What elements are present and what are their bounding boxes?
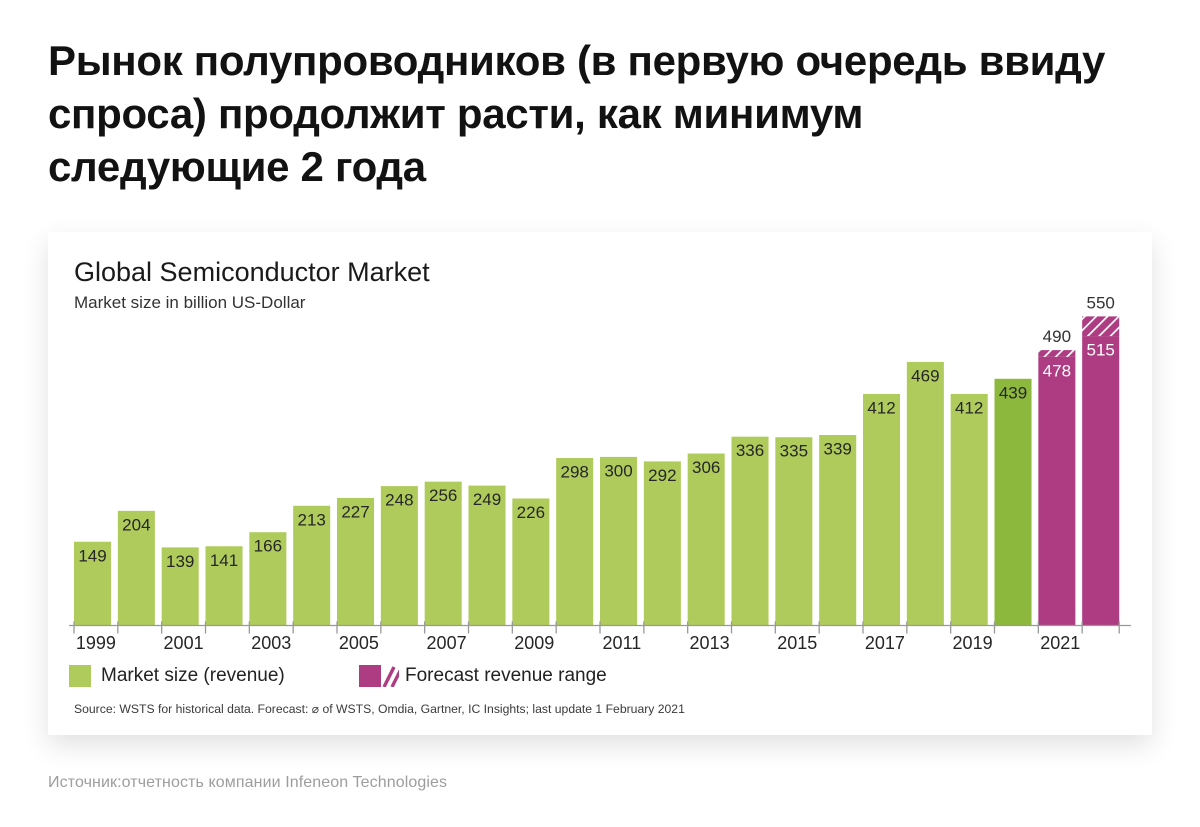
svg-text:2011: 2011 [603,633,642,653]
svg-text:2019: 2019 [953,633,993,653]
svg-text:249: 249 [473,490,501,509]
svg-text:248: 248 [385,491,413,510]
svg-text:1999: 1999 [76,633,116,653]
svg-text:439: 439 [999,383,1027,402]
svg-text:139: 139 [166,552,194,571]
svg-text:478: 478 [1043,361,1071,380]
svg-text:2009: 2009 [514,633,554,653]
svg-text:469: 469 [911,366,939,385]
svg-text:2015: 2015 [777,633,817,653]
svg-text:292: 292 [648,466,676,485]
svg-text:490: 490 [1043,327,1071,346]
svg-text:2013: 2013 [690,633,730,653]
svg-text:335: 335 [780,442,808,461]
svg-text:2017: 2017 [865,633,905,653]
svg-text:2007: 2007 [427,633,467,653]
svg-text:339: 339 [824,439,852,458]
svg-text:412: 412 [867,398,895,417]
svg-text:300: 300 [604,461,632,480]
svg-text:550: 550 [1087,293,1115,312]
svg-text:515: 515 [1087,341,1115,360]
svg-text:306: 306 [692,458,720,477]
svg-text:227: 227 [341,502,369,521]
svg-text:166: 166 [254,537,282,556]
svg-text:2005: 2005 [339,633,379,653]
svg-text:2001: 2001 [164,633,204,653]
svg-text:336: 336 [736,441,764,460]
svg-text:412: 412 [955,398,983,417]
svg-text:298: 298 [561,463,589,482]
svg-text:226: 226 [517,503,545,522]
svg-text:141: 141 [210,551,238,570]
svg-text:204: 204 [122,515,150,534]
svg-text:256: 256 [429,486,457,505]
svg-text:2003: 2003 [251,633,291,653]
svg-text:149: 149 [78,546,106,565]
svg-text:2021: 2021 [1040,633,1080,653]
svg-text:213: 213 [298,510,326,529]
